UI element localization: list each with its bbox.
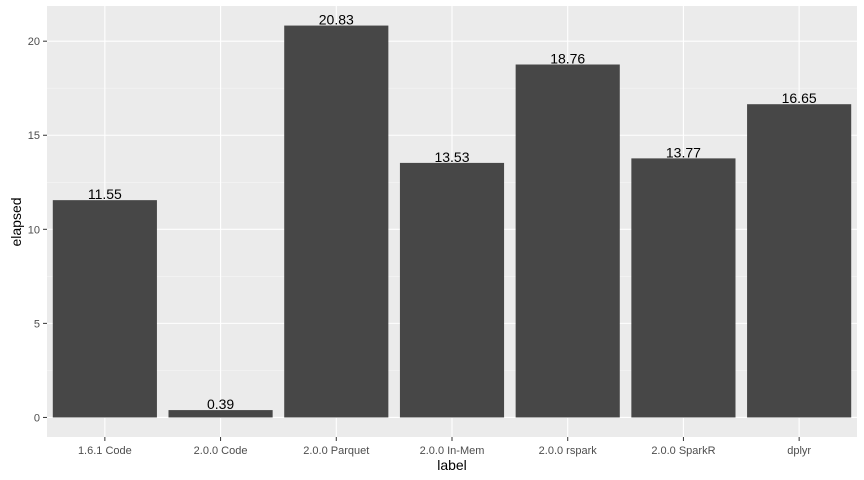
bar — [284, 25, 389, 418]
data-label: 13.77 — [666, 144, 701, 160]
data-label: 13.53 — [434, 149, 469, 165]
data-label: 16.65 — [782, 90, 817, 106]
x-tick-label: 2.0.0 Parquet — [303, 445, 369, 457]
x-tick-label: 2.0.0 rspark — [539, 445, 598, 457]
x-tick-label: 2.0.0 SparkR — [651, 445, 715, 457]
y-tick-label: 10 — [28, 224, 40, 236]
bar — [168, 410, 273, 418]
x-tick-label: 2.0.0 In-Mem — [420, 445, 485, 457]
y-axis: 0 5 10 15 20 — [28, 36, 47, 424]
y-tick-label: 0 — [34, 412, 40, 424]
y-tick-label: 15 — [28, 130, 40, 142]
bar — [52, 200, 157, 418]
x-axis-title: label — [437, 457, 467, 473]
bar — [747, 104, 852, 418]
x-tick-label: 2.0.0 Code — [194, 445, 248, 457]
bar — [631, 158, 736, 418]
y-axis-title: elapsed — [8, 197, 24, 246]
data-labels: 11.55 0.39 20.83 13.53 18.76 13.77 16.65 — [88, 12, 817, 413]
data-label: 11.55 — [88, 186, 122, 202]
bars — [52, 25, 852, 418]
x-tick-label: 1.6.1 Code — [78, 445, 132, 457]
bar — [515, 64, 620, 418]
y-tick-label: 5 — [34, 318, 40, 330]
x-axis: 1.6.1 Code 2.0.0 Code 2.0.0 Parquet 2.0.0 I… — [78, 437, 811, 457]
y-tick-label: 20 — [28, 36, 40, 48]
x-tick-label: dplyr — [787, 445, 811, 457]
data-label: 20.83 — [319, 12, 354, 28]
bar — [399, 162, 505, 418]
data-label: 18.76 — [550, 51, 585, 67]
data-label: 0.39 — [207, 396, 234, 412]
